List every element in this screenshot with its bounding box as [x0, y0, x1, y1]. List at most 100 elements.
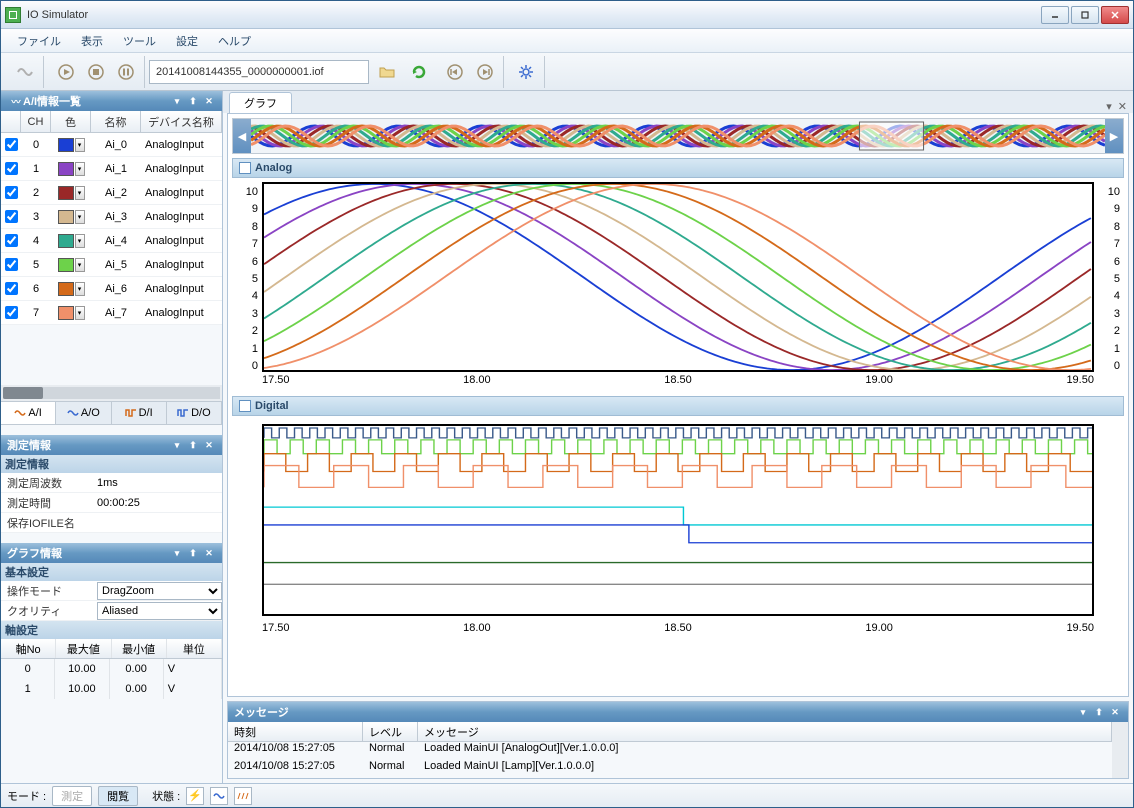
ai-name: Ai_7: [91, 307, 141, 319]
pin-icon[interactable]: ⬆: [186, 94, 200, 108]
panel-close-icon[interactable]: ✕: [202, 438, 216, 452]
ai-row[interactable]: 0 ▾ Ai_0 AnalogInput: [1, 133, 222, 157]
ai-row[interactable]: 3 ▾ Ai_3 AnalogInput: [1, 205, 222, 229]
graph-container: ◀ ▶ Analog 109876543210 109876543210 17.…: [227, 113, 1129, 697]
chevron-down-icon[interactable]: ▾: [75, 186, 85, 200]
analog-chart[interactable]: 109876543210 109876543210 17.5018.0018.5…: [232, 182, 1124, 392]
analog-panel-header: Analog: [232, 158, 1124, 178]
axis-subhead: 軸設定: [1, 621, 222, 639]
refresh-icon[interactable]: [405, 58, 433, 86]
color-swatch[interactable]: [58, 282, 74, 296]
col-ch[interactable]: CH: [21, 111, 51, 132]
ai-checkbox[interactable]: [5, 234, 18, 247]
analog-x-axis: 17.5018.0018.5019.0019.50: [262, 374, 1094, 392]
play-button[interactable]: [52, 58, 80, 86]
navigation-strip[interactable]: ◀ ▶: [232, 118, 1124, 154]
color-swatch[interactable]: [58, 258, 74, 272]
digital-chart[interactable]: 17.5018.0018.5019.0019.50: [232, 420, 1124, 640]
dropdown-icon[interactable]: ▾: [170, 438, 184, 452]
ai-row[interactable]: 7 ▾ Ai_7 AnalogInput: [1, 301, 222, 325]
ai-checkbox[interactable]: [5, 258, 18, 271]
panel-close-icon[interactable]: ✕: [1108, 705, 1122, 719]
digital-panel-header: Digital: [232, 396, 1124, 416]
chevron-down-icon[interactable]: ▾: [75, 138, 85, 152]
pin-icon[interactable]: ⬆: [186, 438, 200, 452]
color-swatch[interactable]: [58, 210, 74, 224]
color-swatch[interactable]: [58, 306, 74, 320]
ai-panel: 〰 A/I情報一覧 ▾ ⬆ ✕ CH 色 名称 デバイス名称: [1, 91, 222, 401]
chevron-down-icon[interactable]: ▾: [75, 282, 85, 296]
nav-left-icon[interactable]: ◀: [233, 119, 251, 153]
freq-value: 1ms: [91, 477, 222, 489]
ai-scrollbar[interactable]: [1, 385, 222, 401]
ai-checkbox[interactable]: [5, 162, 18, 175]
tab-di[interactable]: D/I: [112, 402, 167, 424]
quality-select[interactable]: Aliased: [97, 602, 222, 620]
dropdown-icon[interactable]: ▾: [1106, 100, 1112, 113]
waveform-icon[interactable]: [11, 58, 39, 86]
ai-checkbox[interactable]: [5, 306, 18, 319]
col-name[interactable]: 名称: [91, 111, 141, 132]
ai-row[interactable]: 6 ▾ Ai_6 AnalogInput: [1, 277, 222, 301]
panel-close-icon[interactable]: ✕: [202, 546, 216, 560]
menu-settings[interactable]: 設定: [166, 33, 208, 49]
ai-row[interactable]: 1 ▾ Ai_1 AnalogInput: [1, 157, 222, 181]
ai-checkbox[interactable]: [5, 282, 18, 295]
dropdown-icon[interactable]: ▾: [1076, 705, 1090, 719]
folder-open-icon[interactable]: [373, 58, 401, 86]
menu-help[interactable]: ヘルプ: [208, 33, 261, 49]
mode-select[interactable]: DragZoom: [97, 582, 222, 600]
nav-right-icon[interactable]: ▶: [1105, 119, 1123, 153]
tab-do[interactable]: D/O: [167, 402, 222, 424]
color-swatch[interactable]: [58, 162, 74, 176]
gear-icon[interactable]: [512, 58, 540, 86]
ai-checkbox[interactable]: [5, 138, 18, 151]
color-swatch[interactable]: [58, 138, 74, 152]
ai-row[interactable]: 5 ▾ Ai_5 AnalogInput: [1, 253, 222, 277]
color-swatch[interactable]: [58, 186, 74, 200]
minimize-button[interactable]: [1041, 6, 1069, 24]
pin-icon[interactable]: ⬆: [186, 546, 200, 560]
io-tabs: A/I A/O D/I D/O: [1, 401, 222, 425]
menu-view[interactable]: 表示: [71, 33, 113, 49]
graph-tab[interactable]: グラフ: [229, 92, 292, 113]
pause-button[interactable]: [112, 58, 140, 86]
close-button[interactable]: [1101, 6, 1129, 24]
ai-row[interactable]: 4 ▾ Ai_4 AnalogInput: [1, 229, 222, 253]
chevron-down-icon[interactable]: ▾: [75, 306, 85, 320]
measure-mode-button[interactable]: 測定: [52, 786, 92, 806]
menu-file[interactable]: ファイル: [7, 33, 71, 49]
tab-ao[interactable]: A/O: [56, 402, 111, 424]
right-area: グラフ ▾ ✕ ◀ ▶ Analog 109876543210: [223, 91, 1133, 783]
step-back-button[interactable]: [441, 58, 469, 86]
ai-name: Ai_2: [91, 187, 141, 199]
browse-mode-button[interactable]: 閲覧: [98, 786, 138, 806]
ai-table-header: CH 色 名称 デバイス名称: [1, 111, 222, 133]
pin-icon[interactable]: ⬆: [1092, 705, 1106, 719]
dropdown-icon[interactable]: ▾: [170, 94, 184, 108]
chevron-down-icon[interactable]: ▾: [75, 162, 85, 176]
chevron-down-icon[interactable]: ▾: [75, 234, 85, 248]
tab-close-icon[interactable]: ✕: [1118, 100, 1127, 113]
tab-ai[interactable]: A/I: [1, 402, 56, 424]
stop-button[interactable]: [82, 58, 110, 86]
panel-close-icon[interactable]: ✕: [202, 94, 216, 108]
chevron-down-icon[interactable]: ▾: [75, 258, 85, 272]
ai-name: Ai_3: [91, 211, 141, 223]
ai-ch: 5: [21, 259, 51, 271]
maximize-button[interactable]: [1071, 6, 1099, 24]
ai-row[interactable]: 2 ▾ Ai_2 AnalogInput: [1, 181, 222, 205]
col-color[interactable]: 色: [51, 111, 91, 132]
dropdown-icon[interactable]: ▾: [170, 546, 184, 560]
color-swatch[interactable]: [58, 234, 74, 248]
ai-device: AnalogInput: [141, 187, 222, 199]
message-table-header: 時刻 レベル メッセージ: [228, 722, 1112, 742]
col-device[interactable]: デバイス名称: [141, 111, 222, 132]
ai-checkbox[interactable]: [5, 186, 18, 199]
chevron-down-icon[interactable]: ▾: [75, 210, 85, 224]
step-forward-button[interactable]: [471, 58, 499, 86]
menu-tool[interactable]: ツール: [113, 33, 166, 49]
ai-checkbox[interactable]: [5, 210, 18, 223]
message-scrollbar[interactable]: [1112, 722, 1128, 778]
ai-name: Ai_6: [91, 283, 141, 295]
